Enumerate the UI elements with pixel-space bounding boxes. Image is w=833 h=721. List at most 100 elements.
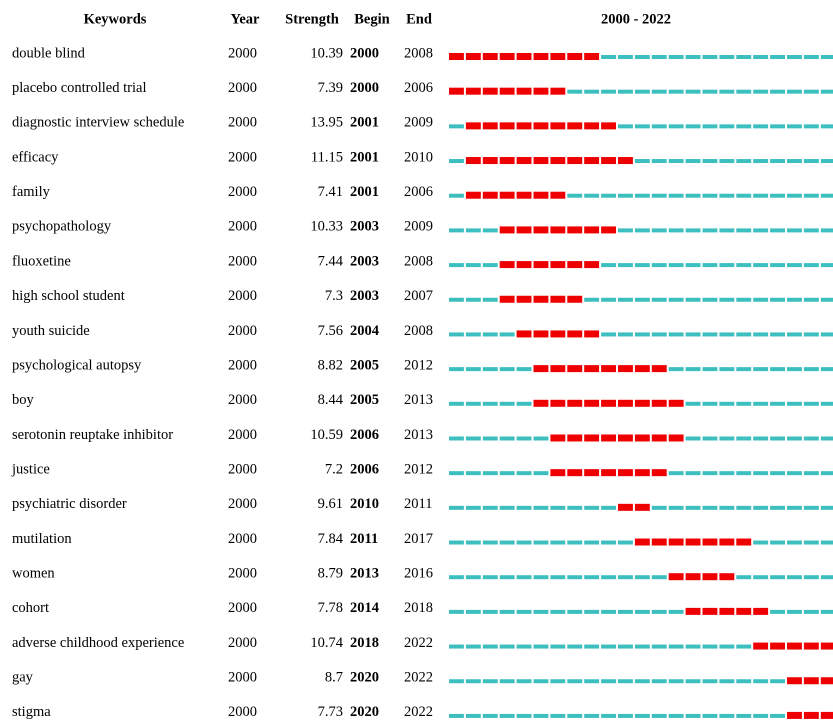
burst-segment — [601, 434, 616, 442]
timeline-segment — [550, 609, 566, 614]
keyword: fluoxetine — [12, 253, 71, 269]
end: 2022 — [404, 704, 433, 720]
burst-segment — [550, 469, 566, 477]
burst-segment — [449, 53, 464, 60]
timeline-segment — [499, 471, 515, 476]
timeline-segment — [820, 55, 833, 59]
end: 2011 — [404, 496, 432, 512]
timeline-segment — [601, 193, 616, 198]
timeline-segment — [465, 471, 481, 476]
burst-segment — [516, 53, 532, 60]
timeline-segment — [516, 540, 532, 545]
timeline-segment — [567, 89, 583, 94]
timeline-segment — [753, 124, 769, 129]
timeline-segment — [803, 228, 819, 233]
timeline-segment — [465, 263, 481, 268]
burst-segment — [516, 295, 532, 303]
burst-segment — [533, 157, 549, 165]
end: 2017 — [404, 531, 433, 547]
end: 2013 — [404, 427, 433, 443]
burst-segment — [787, 677, 802, 685]
burst-segment — [584, 122, 600, 130]
timeline-segment — [651, 55, 667, 59]
burst-segment — [533, 122, 549, 130]
timeline-segment — [820, 332, 833, 337]
burst-segment — [499, 226, 515, 234]
timeline-segment — [702, 89, 718, 94]
strength: 7.84 — [318, 531, 344, 547]
timeline-segment — [753, 263, 769, 268]
burst-segment — [567, 295, 583, 303]
timeline-segment — [449, 575, 464, 580]
burst-segment — [601, 399, 616, 407]
keyword: psychiatric disorder — [12, 496, 127, 512]
timeline-segment — [753, 471, 769, 476]
timeline-segment — [533, 575, 549, 580]
begin: 2006 — [350, 461, 379, 477]
timeline-segment — [449, 297, 464, 302]
timeline-segment — [820, 159, 833, 164]
timeline-segment — [465, 228, 481, 233]
timeline-segment — [753, 575, 769, 580]
timeline-segment — [820, 297, 833, 302]
timeline-segment — [753, 540, 769, 545]
timeline-segment — [584, 193, 600, 198]
burst-segment — [533, 295, 549, 303]
burst-segment — [685, 538, 701, 546]
burst-segment — [685, 607, 701, 615]
timeline-segment — [601, 713, 616, 718]
strength: 7.73 — [318, 704, 343, 720]
timeline-segment — [736, 644, 752, 649]
timeline-segment — [499, 713, 515, 718]
burst-segment — [584, 399, 600, 407]
timeline-segment — [787, 297, 802, 302]
timeline-segment — [601, 644, 616, 649]
burst-segment — [550, 261, 566, 269]
timeline-segment — [601, 679, 616, 684]
year: 2000 — [228, 219, 257, 235]
begin: 2018 — [350, 635, 379, 651]
timeline-segment — [820, 436, 833, 441]
timeline-segment — [702, 263, 718, 268]
year: 2000 — [228, 392, 257, 408]
timeline-segment — [516, 609, 532, 614]
end: 2009 — [404, 115, 433, 131]
timeline-segment — [651, 679, 667, 684]
burst-segment — [787, 642, 802, 650]
timeline-segment — [685, 679, 701, 684]
timeline-segment — [618, 609, 633, 614]
burst-segment — [499, 191, 515, 199]
timeline-segment — [618, 575, 633, 580]
burst-segment — [499, 122, 515, 130]
end: 2010 — [404, 149, 433, 165]
timeline-segment — [668, 679, 684, 684]
timeline-segment — [668, 55, 684, 59]
burst-segment — [550, 157, 566, 165]
end: 2013 — [404, 392, 433, 408]
timeline-segment — [465, 401, 481, 406]
burst-segment — [584, 261, 600, 269]
timeline-segment — [668, 471, 684, 476]
timeline-segment — [803, 297, 819, 302]
burst-segment — [753, 607, 769, 615]
burst-segment — [634, 503, 650, 511]
strength: 10.33 — [310, 219, 343, 235]
timeline-segment — [449, 401, 464, 406]
strength: 8.79 — [318, 566, 343, 582]
burst-segment — [634, 538, 650, 546]
burst-segment — [482, 157, 498, 165]
burst-segment — [651, 538, 667, 546]
timeline-segment — [753, 89, 769, 94]
timeline-segment — [719, 679, 735, 684]
timeline-segment — [719, 367, 735, 372]
timeline-segment — [668, 263, 684, 268]
timeline-segment — [465, 609, 481, 614]
timeline-segment — [685, 401, 701, 406]
begin: 2006 — [350, 427, 379, 443]
timeline-segment — [803, 575, 819, 580]
burst-segment — [803, 677, 819, 685]
timeline-segment — [449, 332, 464, 337]
timeline-segment — [634, 124, 650, 129]
timeline-segment — [736, 471, 752, 476]
